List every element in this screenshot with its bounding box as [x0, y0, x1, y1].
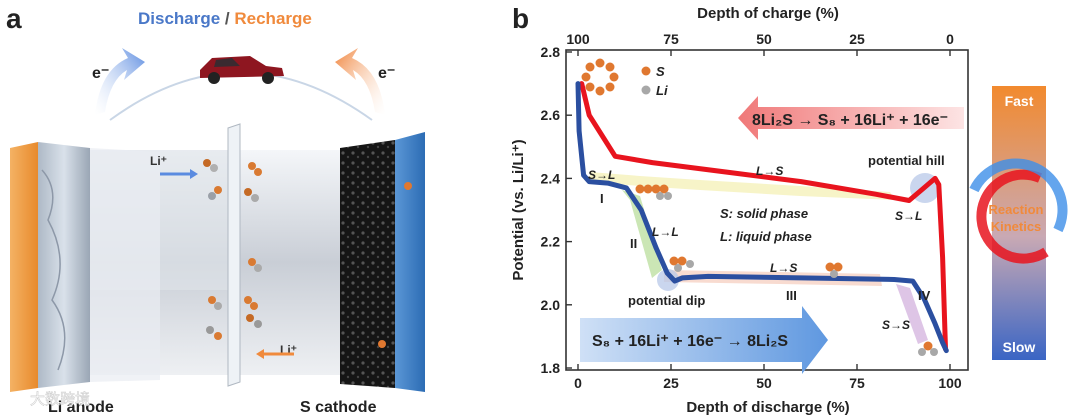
x2-tick-label: 75 [663, 31, 679, 47]
polysulfide-chain-icon [635, 184, 672, 200]
region-iii-label: III [786, 288, 797, 303]
li2s2-icon [825, 262, 843, 278]
cathode-label: S cathode [300, 399, 377, 416]
title-discharge: Discharge [138, 9, 220, 28]
electron-path [109, 71, 373, 121]
transition-s-to-s: S→S [882, 318, 910, 332]
porous-carbon-cathode [340, 140, 395, 388]
potential-hill-label: potential hill [868, 153, 945, 168]
region-i-label: I [600, 191, 604, 206]
series-line-discharge [575, 81, 949, 354]
title-recharge: Recharge [234, 9, 311, 28]
panel-a: a Discharge / Recharge e⁻ e⁻ [6, 3, 425, 416]
li-ion-top-label: Li⁺ [150, 154, 167, 168]
transition-l-to-s-charge: L→S [756, 164, 783, 178]
x-axis-title: Depth of discharge (%) [686, 399, 849, 416]
sulfur-particle-icon [404, 182, 412, 190]
plateau-band-charge [590, 172, 895, 200]
short-polysulfide-icon [669, 256, 694, 272]
transition-l-to-s-discharge: L→S [770, 261, 797, 275]
x2-tick-label: 50 [756, 31, 772, 47]
potential-dip-marker [657, 269, 679, 291]
panel-b-label: b [512, 3, 529, 34]
x-tick-label: 25 [663, 375, 679, 391]
li2s-icon [918, 341, 938, 356]
region-iv-label: IV [918, 288, 931, 303]
car-icon [200, 56, 284, 84]
x-tick-label: 100 [938, 375, 962, 391]
anode-current-collector [10, 142, 38, 392]
cathode-current-collector [395, 132, 425, 392]
li-anode-block [38, 142, 90, 388]
x2-tick-label: 25 [849, 31, 865, 47]
note-solid-phase: S: solid phase [720, 206, 808, 221]
kinetics-fast-label: Fast [1005, 93, 1034, 109]
x2-axis-title: Depth of charge (%) [697, 5, 839, 22]
discharge-reaction-text: S₈ + 16Li⁺ + 16e⁻ → 8Li₂S [592, 333, 788, 350]
x2-tick-label: 0 [946, 31, 954, 47]
anode-interface [90, 148, 160, 382]
region-ii-band [622, 190, 662, 278]
legend-li-label: Li [656, 83, 668, 98]
discharge-reaction-arrow-icon [580, 306, 828, 374]
x-tick-label: 0 [574, 375, 582, 391]
region-iv-band [896, 284, 928, 344]
curves [575, 81, 949, 354]
plot-frame [565, 49, 969, 371]
note-liquid-phase: L: liquid phase [720, 229, 812, 244]
recharge-arrow-icon [335, 48, 385, 115]
sulfur-particle-icon [378, 340, 386, 348]
y-tick-label: 2.0 [541, 297, 561, 313]
legend-s-label: S [656, 64, 665, 79]
kinetics-gradient-bar [992, 86, 1046, 360]
region-ii-label: II [630, 236, 637, 251]
y-tick-label: 2.2 [541, 234, 561, 250]
panel-b: b Depth of charge (%) Depth of discharge… [510, 3, 1068, 416]
axis-ticks: 0 25 50 75 100 100 75 50 25 0 1.8 2.0 2.2 2.4 2.6 2.8 [541, 31, 962, 391]
kinetics-slow-label: Slow [1003, 339, 1036, 355]
transition-s-to-l-2: S→L [895, 209, 922, 223]
discharge-arrow-icon [95, 48, 145, 115]
y-axis-title: Potential (vs. Li/Li⁺) [510, 139, 527, 280]
li-ion-bottom-arrow-head-icon [256, 349, 264, 359]
x-tick-label: 75 [849, 375, 865, 391]
y-tick-label: 2.4 [541, 170, 561, 186]
kinetics-blue-cycle-arrow-icon [969, 158, 1068, 233]
anode-label: Li anode [48, 399, 114, 416]
kinetics-red-cycle-arrow-icon [976, 169, 1049, 264]
panel-a-label: a [6, 3, 22, 34]
kinetics-line2: Kinetics [991, 219, 1042, 234]
x2-tick-label: 100 [566, 31, 590, 47]
atom-legend: S Li [641, 64, 668, 98]
anode-texture [41, 169, 66, 371]
potential-dip-label: potential dip [628, 293, 705, 308]
y-tick-label: 2.8 [541, 44, 561, 60]
separator [227, 123, 241, 387]
charge-reaction-arrow-icon [738, 96, 964, 140]
li-ion-top-arrow-head-icon [190, 169, 198, 179]
electron-right-label: e⁻ [378, 65, 395, 82]
watermark: 大数跨境 [30, 390, 90, 408]
electron-left-label: e⁻ [92, 65, 109, 82]
series-line-recharge [579, 81, 948, 352]
charge-reaction-text: 8Li₂S → S₈ + 16Li⁺ + 16e⁻ [752, 112, 948, 129]
y-tick-label: 1.8 [541, 360, 561, 376]
kinetics-line1: Reaction [989, 202, 1044, 217]
s8-ring-icon [581, 58, 619, 96]
transition-l-to-l: L→L [652, 225, 679, 239]
transition-s-to-l-1: S→L [588, 168, 615, 182]
title-line: Discharge / Recharge [138, 9, 312, 28]
y-tick-label: 2.6 [541, 107, 561, 123]
x-tick-label: 50 [756, 375, 772, 391]
legend-li-marker [641, 85, 651, 95]
title-slash: / [220, 9, 234, 28]
polysulfide-clusters [203, 159, 262, 340]
legend-s-marker [641, 66, 651, 76]
